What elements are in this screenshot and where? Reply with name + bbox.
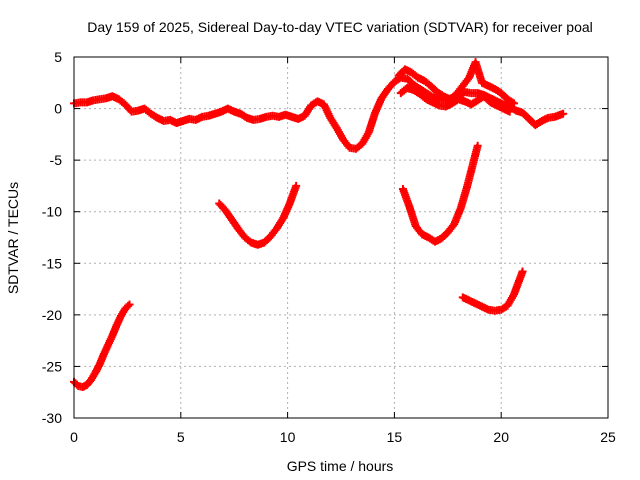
series-arc-0-3h (70, 300, 134, 392)
tick-labels: 0 5 10 15 20 25 5 0 -5 -10 -15 -20 -25 -30 (42, 49, 616, 445)
x-tick-label: 15 (387, 429, 403, 445)
series-arc-15-19h (398, 141, 482, 246)
chart-title: Day 159 of 2025, Sidereal Day-to-day VTE… (87, 19, 593, 35)
data-points (70, 58, 568, 392)
y-tick-label: 0 (54, 101, 62, 117)
data-point-fill (124, 301, 133, 310)
series-arc-18-21h (458, 267, 527, 315)
y-tick-label: -5 (50, 152, 63, 168)
series-upper-band (394, 58, 519, 108)
y-tick-label: -15 (42, 255, 62, 271)
plot-border (73, 56, 609, 419)
x-tick-label: 25 (600, 429, 616, 445)
y-tick-label: 5 (54, 49, 62, 65)
y-tick-label: -25 (42, 358, 62, 374)
data-point (125, 300, 134, 309)
series-main-track (70, 73, 568, 153)
y-tick-label: -10 (42, 204, 62, 220)
y-tick-label: -30 (42, 410, 62, 426)
data-point-fill (508, 98, 517, 107)
data-point (559, 109, 568, 118)
x-tick-label: 0 (70, 429, 78, 445)
plot-frame (73, 56, 609, 419)
data-point (518, 267, 527, 276)
y-axis-label: SDTVAR / TECUs (5, 182, 21, 294)
series-arc-7-10h (215, 181, 301, 249)
data-point (473, 141, 482, 150)
data-point (505, 107, 514, 116)
x-tick-label: 20 (493, 429, 509, 445)
x-tick-label: 5 (177, 429, 185, 445)
series-lower-band (396, 83, 514, 116)
x-tick-label: 10 (280, 429, 296, 445)
data-point (510, 99, 519, 108)
y-tick-label: -20 (42, 307, 62, 323)
x-axis-label: GPS time / hours (287, 458, 394, 474)
data-point (292, 181, 301, 190)
